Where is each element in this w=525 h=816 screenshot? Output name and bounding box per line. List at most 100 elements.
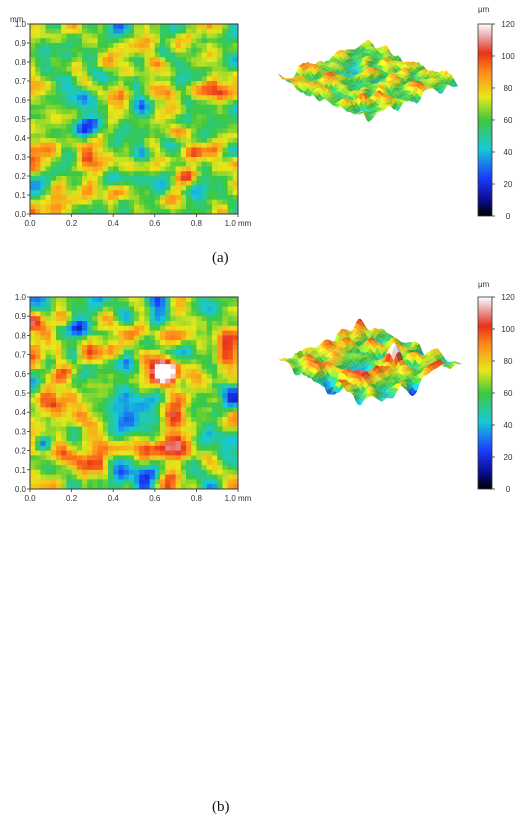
map-cell [181,340,187,345]
map-cell [113,446,119,451]
map-cell [56,331,62,336]
map-cell [124,86,130,91]
map-cell [87,29,93,34]
map-cell [92,100,98,105]
map-cell [207,326,213,331]
map-cell [56,176,62,181]
map-cell [222,72,228,77]
map-cell [160,388,166,393]
map-cell [46,335,52,340]
map-cell [92,369,98,374]
map-cell [82,340,88,345]
map-cell [40,152,46,157]
map-cell [134,152,140,157]
map-cell [113,297,119,302]
map-cell [129,350,135,355]
map-cell [118,345,124,350]
map-cell [150,105,156,110]
map-cell [186,436,192,441]
map-cell [160,76,166,81]
map-cell [56,162,62,167]
map-cell [118,157,124,162]
map-cell [108,340,114,345]
map-cell [186,388,192,393]
map-cell [77,470,83,475]
map-cell [92,57,98,62]
map-cell [228,316,234,321]
map-cell [77,335,83,340]
map-cell [217,374,223,379]
map-cell [77,24,83,29]
map-cell [222,355,228,360]
map-cell [202,91,208,96]
map-cell [61,133,67,138]
map-cell [66,133,72,138]
map-cell [46,105,52,110]
surface-facet [278,74,283,77]
map-cell [150,407,156,412]
map-cell [222,422,228,427]
map-cell [155,110,161,115]
map-cell [124,350,130,355]
map-cell [160,427,166,432]
map-cell [92,157,98,162]
map-cell [72,417,78,422]
map-cell [118,331,124,336]
map-cell [150,181,156,186]
map-cell [72,148,78,153]
map-cell [202,335,208,340]
map-cell [217,43,223,48]
map-cell [139,321,145,326]
map-cell [139,138,145,143]
map-cell [82,57,88,62]
map-cell [124,412,130,417]
map-cell [77,43,83,48]
map-cell [103,86,109,91]
map-cell [217,460,223,465]
map-cell [113,422,119,427]
map-cell [176,355,182,360]
map-cell [228,81,234,86]
map-cell [191,297,197,302]
map-cell [129,181,135,186]
map-cell [217,53,223,58]
map-cell [196,465,202,470]
map-cell [87,374,93,379]
map-cell [181,200,187,205]
map-cell [139,302,145,307]
map-cell [108,48,114,53]
map-cell [170,479,176,484]
map-cell [30,176,36,181]
map-cell [92,67,98,72]
map-cell [222,479,228,484]
map-cell [202,316,208,321]
map-cell [51,345,57,350]
map-cell [139,29,145,34]
map-cell [196,171,202,176]
map-cell [191,379,197,384]
map-cell [82,105,88,110]
map-cell [66,417,72,422]
map-cell [191,460,197,465]
map-cell [30,379,36,384]
map-cell [139,86,145,91]
map-cell [40,95,46,100]
map-cell [61,427,67,432]
map-cell [186,403,192,408]
map-cell [212,345,218,350]
map-cell [155,148,161,153]
map-cell [134,369,140,374]
map-cell [144,167,150,172]
map-cell [165,311,171,316]
map-cell [87,393,93,398]
map-cell [46,110,52,115]
height-map-b [30,297,238,489]
map-cell [150,427,156,432]
map-cell [176,340,182,345]
map-cell [40,345,46,350]
map-cell [222,195,228,200]
map-cell [170,81,176,86]
map-cell [134,67,140,72]
map-cell [108,129,114,134]
map-cell [30,431,36,436]
